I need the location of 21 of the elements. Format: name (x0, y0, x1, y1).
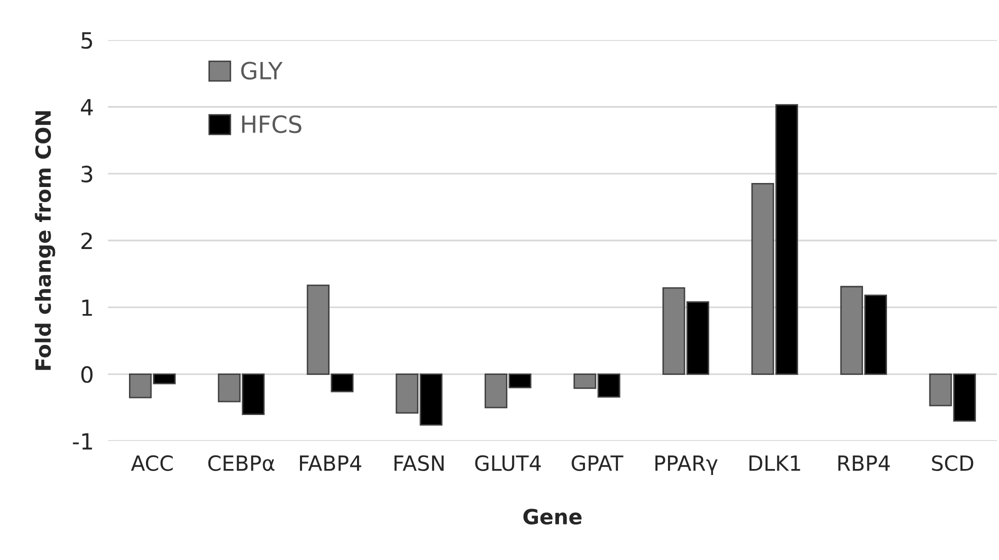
y-tick-label: 2 (81, 232, 92, 249)
x-axis-title: Gene (523, 508, 582, 525)
y-tick-label: 4 (80, 99, 93, 116)
legend-label: HFCS (242, 115, 302, 134)
legend-label: GLY (241, 62, 283, 80)
y-tick-label: 0 (81, 366, 93, 383)
x-tick-label: PPARγ (655, 456, 718, 476)
x-tick-label: RBP4 (838, 456, 890, 471)
y-tick-label: -1 (72, 433, 92, 450)
x-tick-label: GPAT (572, 455, 624, 472)
y-tick-label: 5 (82, 32, 92, 49)
y-tick-label: 1 (82, 300, 92, 316)
x-tick-label: ACC (131, 455, 173, 472)
x-tick-label: CEBPα (208, 455, 274, 472)
x-tick-label: GLUT4 (475, 455, 541, 472)
y-axis-title: Fold change from CON (34, 111, 56, 370)
x-tick-label: DLK1 (749, 456, 800, 471)
x-tick-label: FASN (394, 455, 444, 472)
x-tick-label: SCD (932, 455, 974, 472)
y-tick-label: 3 (82, 166, 92, 182)
x-tick-label: FABP4 (300, 456, 362, 471)
